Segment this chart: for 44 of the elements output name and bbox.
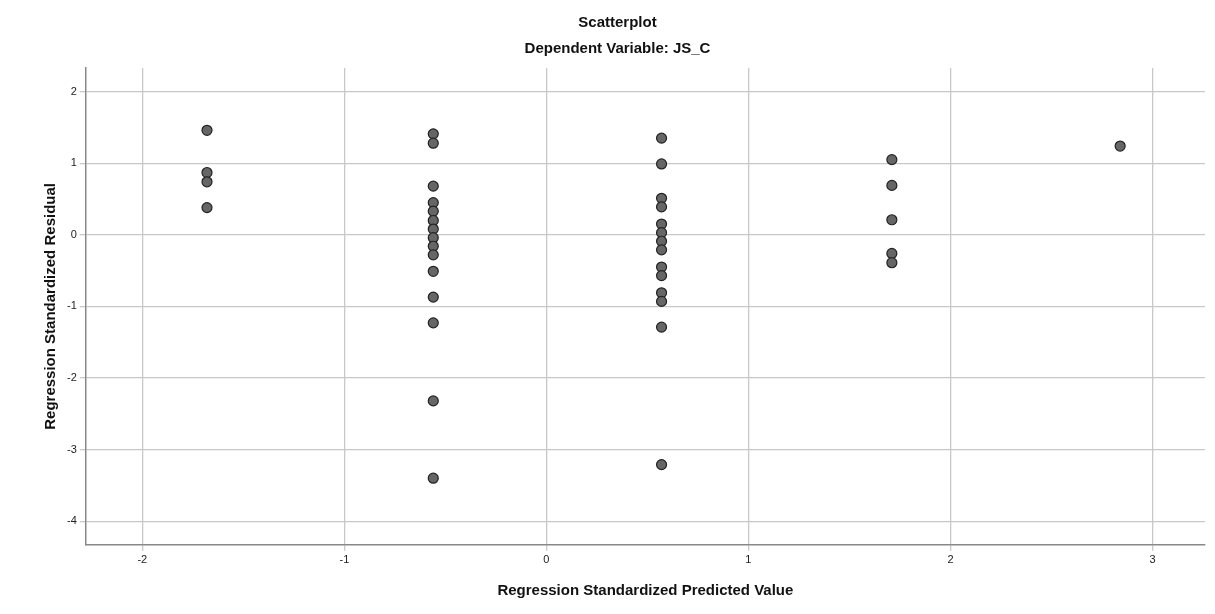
point [427,249,439,261]
point [427,317,439,329]
point [201,176,213,188]
point [655,158,668,170]
x-tick-label: 3 [1149,553,1156,566]
point [427,205,439,217]
point [427,395,439,407]
x-tick-label: 1 [745,553,752,566]
point [655,244,668,256]
point [427,180,439,192]
y-tick-label: -4 [67,514,77,527]
point [655,459,668,471]
point [886,247,898,260]
x-tick-label: -1 [339,553,350,566]
point [886,214,898,226]
point [427,291,439,303]
chart-title: Scatterplot [578,13,657,31]
x-tick-label: -2 [137,553,148,566]
point [201,124,213,136]
point [427,472,439,484]
point [655,270,668,282]
x-tick-label: 0 [543,553,550,566]
point [201,202,213,214]
y-tick-label: 2 [70,84,77,97]
y-axis-title: Regression Standardized Residual [41,183,59,430]
x-axis-title: Regression Standardized Predicted Value [497,581,794,599]
point [427,137,439,149]
point [655,321,668,333]
chart-subtitle: Dependent Variable: JS_C [524,39,711,57]
point [886,179,898,192]
point [655,132,668,144]
y-tick-label: -3 [67,442,77,455]
point [427,265,439,277]
y-tick-label: -2 [67,371,77,384]
y-tick-label: 0 [70,227,77,240]
point [1114,140,1126,152]
y-tick-label: 1 [70,156,77,169]
point [886,257,898,269]
point [886,154,898,166]
point [655,295,668,307]
y-tick-label: -1 [67,299,77,312]
point [427,128,439,140]
x-tick-label: 2 [947,553,954,566]
point [655,201,668,213]
